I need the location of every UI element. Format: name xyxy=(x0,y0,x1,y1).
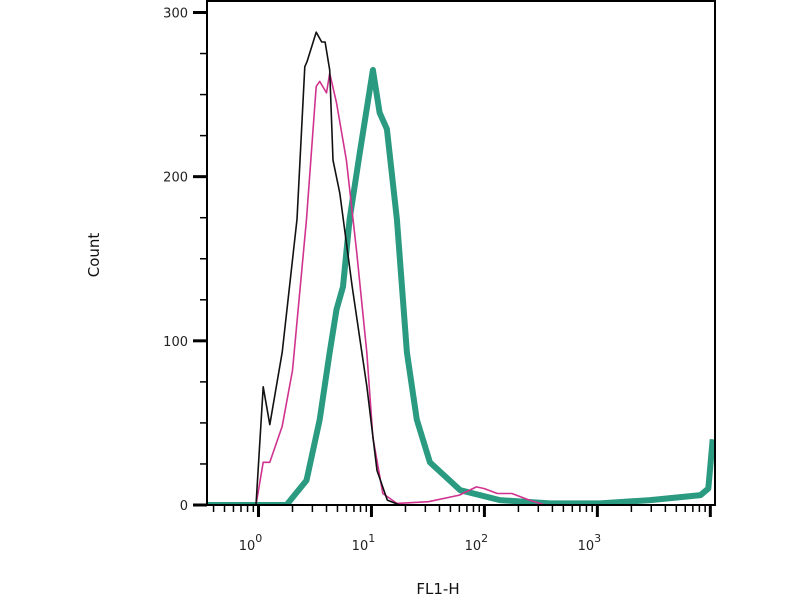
axes: 0 100 200 300 100 101 102 103 xyxy=(163,0,716,554)
x-tick-label: 100 xyxy=(239,532,263,554)
y-tick-label: 200 xyxy=(163,171,188,186)
y-axis-title: Count xyxy=(85,233,103,278)
y-tick-label: 300 xyxy=(163,6,188,21)
y-tick-label: 0 xyxy=(180,499,188,514)
series-line-3 xyxy=(207,67,715,505)
series-line-2 xyxy=(252,72,546,505)
x-tick-label: 101 xyxy=(352,532,376,554)
x-tick-label: 103 xyxy=(578,532,602,554)
y-tick-label: 100 xyxy=(163,335,188,350)
x-tick-label: 102 xyxy=(465,532,489,554)
plot-frame xyxy=(206,0,716,506)
x-axis-title: FL1-H xyxy=(416,580,459,598)
plot-area xyxy=(207,31,715,505)
series-line-1 xyxy=(207,31,400,505)
